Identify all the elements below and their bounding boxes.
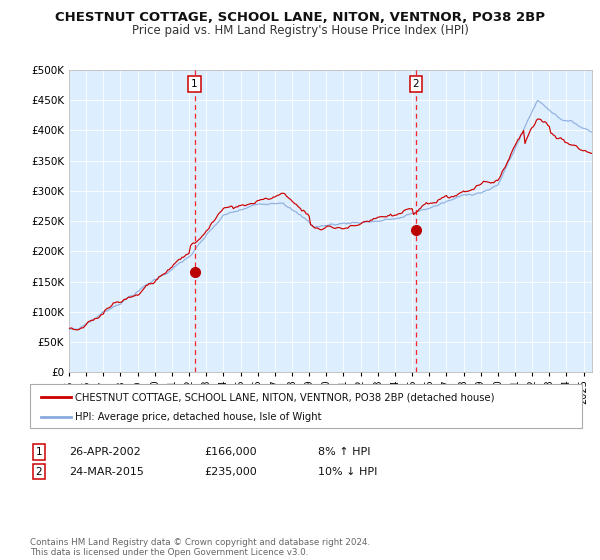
Text: HPI: Average price, detached house, Isle of Wight: HPI: Average price, detached house, Isle… — [75, 412, 322, 422]
Text: 2: 2 — [413, 78, 419, 88]
Text: 8% ↑ HPI: 8% ↑ HPI — [318, 447, 371, 457]
Text: 2: 2 — [35, 466, 43, 477]
Text: £166,000: £166,000 — [204, 447, 257, 457]
Text: Price paid vs. HM Land Registry's House Price Index (HPI): Price paid vs. HM Land Registry's House … — [131, 24, 469, 36]
Text: £235,000: £235,000 — [204, 466, 257, 477]
Text: 26-APR-2002: 26-APR-2002 — [69, 447, 141, 457]
Text: 1: 1 — [191, 78, 198, 88]
Text: Contains HM Land Registry data © Crown copyright and database right 2024.
This d: Contains HM Land Registry data © Crown c… — [30, 538, 370, 557]
Text: 1: 1 — [35, 447, 43, 457]
Text: CHESTNUT COTTAGE, SCHOOL LANE, NITON, VENTNOR, PO38 2BP: CHESTNUT COTTAGE, SCHOOL LANE, NITON, VE… — [55, 11, 545, 24]
Text: CHESTNUT COTTAGE, SCHOOL LANE, NITON, VENTNOR, PO38 2BP (detached house): CHESTNUT COTTAGE, SCHOOL LANE, NITON, VE… — [75, 392, 494, 402]
Text: 10% ↓ HPI: 10% ↓ HPI — [318, 466, 377, 477]
Text: 24-MAR-2015: 24-MAR-2015 — [69, 466, 144, 477]
